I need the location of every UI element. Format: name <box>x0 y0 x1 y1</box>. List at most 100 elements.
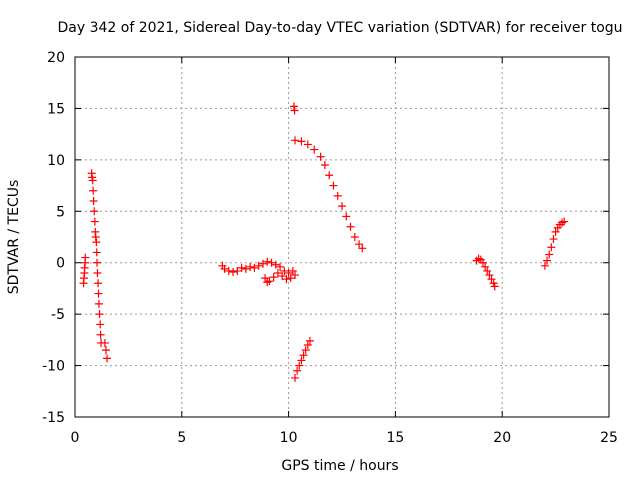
x-tick-label: 5 <box>177 430 186 446</box>
data-point <box>297 137 306 146</box>
data-point <box>258 259 267 268</box>
data-point <box>291 136 300 145</box>
data-point <box>329 181 338 190</box>
chart-title: Day 342 of 2021, Sidereal Day-to-day VTE… <box>57 20 622 36</box>
data-point <box>290 106 299 115</box>
y-tick-label: 10 <box>47 153 65 169</box>
data-points <box>79 102 569 382</box>
data-point <box>93 258 102 267</box>
data-point <box>291 271 300 280</box>
data-point <box>100 338 109 347</box>
data-point <box>91 233 100 241</box>
y-axis-label: SDTVAR / TECUs <box>6 180 22 295</box>
x-tick-label: 0 <box>71 430 80 446</box>
data-point <box>94 289 103 298</box>
data-point <box>478 258 487 267</box>
data-point <box>89 186 98 195</box>
data-point <box>358 244 367 253</box>
data-point <box>246 262 255 271</box>
data-point <box>267 258 276 267</box>
series-segment-2 <box>87 169 112 363</box>
data-point <box>90 217 99 226</box>
series-segment-5 <box>291 136 367 253</box>
data-point <box>338 202 346 211</box>
grid-lines <box>75 57 609 417</box>
series-segment-8 <box>540 217 569 270</box>
data-point <box>355 240 364 249</box>
data-point <box>346 222 355 231</box>
data-point <box>90 207 99 216</box>
data-point <box>342 212 351 221</box>
data-point <box>92 238 101 247</box>
data-point <box>95 310 104 319</box>
data-point <box>301 346 310 355</box>
y-tick-label: 0 <box>56 256 65 272</box>
x-tick-label: 20 <box>493 430 511 446</box>
y-tick-labels: -15 -10 -5 0 5 10 15 20 <box>42 50 65 426</box>
data-point <box>303 341 312 349</box>
data-point <box>284 269 293 277</box>
series-segment-1 <box>79 253 90 288</box>
data-point <box>481 262 490 271</box>
x-tick-label: 15 <box>386 430 404 446</box>
data-point <box>286 274 295 283</box>
y-tick-label: 20 <box>47 50 65 66</box>
x-axis-label: GPS time / hours <box>281 458 398 474</box>
data-point <box>263 257 272 266</box>
data-point <box>229 267 238 276</box>
data-point <box>291 373 300 382</box>
data-point <box>303 140 312 149</box>
data-point <box>547 243 556 252</box>
series-segment-7 <box>472 254 499 291</box>
data-point <box>540 261 549 270</box>
data-point <box>487 275 496 284</box>
data-point <box>299 351 308 360</box>
data-point <box>96 320 105 329</box>
data-point <box>485 271 494 280</box>
data-point <box>543 256 552 265</box>
data-point <box>289 102 298 111</box>
data-point <box>293 366 302 375</box>
data-point <box>273 269 282 277</box>
data-point <box>254 261 263 270</box>
data-point <box>224 266 233 275</box>
data-point <box>560 217 569 226</box>
data-point <box>276 262 285 271</box>
data-point <box>545 250 554 259</box>
data-point <box>271 260 280 269</box>
plot-frame <box>74 56 610 418</box>
data-point <box>316 152 325 161</box>
series-segment-6 <box>291 336 314 382</box>
data-point <box>333 191 342 200</box>
data-point <box>81 253 90 262</box>
data-point <box>92 248 101 257</box>
data-point <box>551 227 560 236</box>
x-tick-labels: 0 5 10 15 20 25 <box>71 430 618 446</box>
y-tick-label: -10 <box>42 359 65 375</box>
data-point <box>483 266 492 275</box>
data-point <box>310 145 319 154</box>
data-point <box>558 218 567 227</box>
y-tick-label: 5 <box>56 204 65 220</box>
data-point <box>261 274 270 283</box>
data-point <box>93 269 102 277</box>
data-point <box>490 282 499 291</box>
data-point <box>280 266 289 275</box>
data-point <box>325 171 334 180</box>
data-point <box>278 272 287 281</box>
x-tick-label: 25 <box>600 430 618 446</box>
data-point <box>241 264 250 273</box>
series-segment-3 <box>218 257 300 287</box>
data-point <box>101 346 110 355</box>
data-point <box>297 356 306 365</box>
data-point <box>250 263 259 272</box>
data-point <box>549 235 558 244</box>
data-point <box>295 361 304 370</box>
data-point <box>89 197 98 205</box>
data-point <box>350 233 359 241</box>
data-point <box>103 354 112 363</box>
data-point <box>288 266 297 275</box>
data-point <box>320 161 329 169</box>
data-point <box>474 254 483 263</box>
